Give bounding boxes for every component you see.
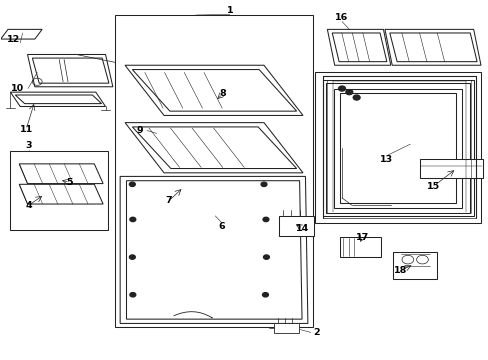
Circle shape — [345, 90, 352, 95]
Text: 13: 13 — [380, 155, 393, 164]
Circle shape — [352, 95, 359, 100]
Text: 11: 11 — [20, 125, 33, 134]
Polygon shape — [384, 30, 480, 65]
Polygon shape — [125, 65, 303, 116]
Polygon shape — [333, 89, 462, 208]
Text: 7: 7 — [165, 196, 172, 205]
Polygon shape — [278, 216, 314, 235]
Polygon shape — [10, 92, 105, 107]
Text: 4: 4 — [25, 201, 32, 210]
Text: 5: 5 — [66, 177, 73, 186]
Polygon shape — [132, 69, 296, 111]
Text: 3: 3 — [26, 141, 32, 150]
Circle shape — [338, 86, 345, 91]
Polygon shape — [392, 252, 436, 279]
FancyArrowPatch shape — [174, 312, 212, 318]
Polygon shape — [389, 33, 476, 62]
Text: 16: 16 — [335, 13, 348, 22]
Circle shape — [129, 255, 135, 259]
Text: 17: 17 — [355, 233, 368, 242]
Bar — [115, 15, 312, 327]
Circle shape — [261, 182, 266, 186]
Bar — [10, 151, 108, 230]
Circle shape — [263, 217, 268, 222]
Polygon shape — [132, 127, 296, 168]
Text: 18: 18 — [393, 266, 407, 275]
Circle shape — [130, 217, 136, 222]
Polygon shape — [120, 176, 307, 323]
Text: 10: 10 — [11, 84, 24, 93]
Text: 14: 14 — [296, 224, 309, 233]
Polygon shape — [125, 123, 303, 173]
Polygon shape — [322, 80, 473, 216]
Text: 12: 12 — [7, 35, 20, 44]
Polygon shape — [339, 93, 455, 203]
Polygon shape — [19, 184, 103, 204]
Polygon shape — [27, 54, 113, 87]
Polygon shape — [15, 95, 102, 104]
Circle shape — [130, 293, 136, 297]
Polygon shape — [0, 30, 42, 39]
Circle shape — [262, 293, 268, 297]
Text: 1: 1 — [226, 6, 233, 15]
Polygon shape — [331, 33, 386, 62]
Polygon shape — [339, 237, 380, 257]
Polygon shape — [19, 164, 103, 184]
Text: 6: 6 — [218, 222, 225, 231]
Text: 9: 9 — [136, 126, 142, 135]
Text: 15: 15 — [426, 181, 439, 190]
Polygon shape — [419, 159, 483, 178]
Bar — [273, 323, 299, 333]
Circle shape — [263, 255, 269, 259]
Text: 2: 2 — [313, 328, 319, 337]
Circle shape — [129, 182, 135, 186]
Polygon shape — [327, 30, 390, 65]
Polygon shape — [32, 58, 109, 83]
Polygon shape — [126, 181, 302, 319]
Text: 8: 8 — [219, 89, 225, 98]
Bar — [315, 72, 480, 223]
